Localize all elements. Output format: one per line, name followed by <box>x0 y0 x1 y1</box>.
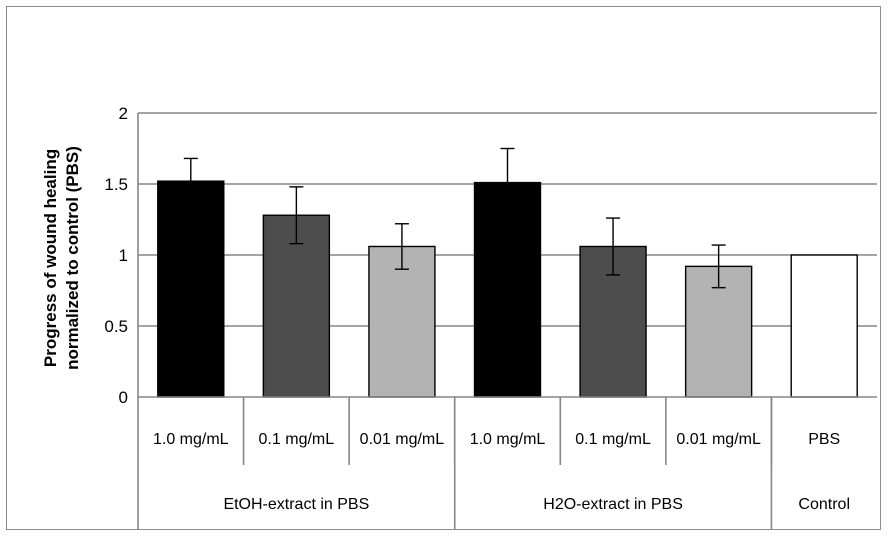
y-axis-label-line-1: Progress of wound healing <box>41 149 60 367</box>
bar <box>368 245 436 398</box>
category-label: 1.0 mg/mL <box>153 431 229 448</box>
y-tick-label: 2 <box>119 104 128 123</box>
bar <box>790 254 858 398</box>
y-tick-label: 0.5 <box>104 317 128 336</box>
error-bar <box>289 186 304 245</box>
y-tick-labels: 0 0.5 1 1.5 2 <box>104 104 128 407</box>
category-label: 1.0 mg/mL <box>470 431 546 448</box>
y-tick-label: 1 <box>119 246 128 265</box>
group-label: Control <box>798 496 850 513</box>
category-label: 0.1 mg/mL <box>575 431 651 448</box>
error-bars <box>183 147 726 289</box>
y-axis-label-line-2: normalized to control (PBS) <box>63 146 82 370</box>
category-label: 0.01 mg/mL <box>676 431 761 448</box>
y-tick-label: 0 <box>119 388 128 407</box>
bar <box>262 214 331 398</box>
error-bar <box>711 244 726 289</box>
axes <box>137 113 877 530</box>
category-labels: 1.0 mg/mL 0.1 mg/mL 0.01 mg/mL 1.0 mg/mL 0.1… <box>153 431 840 448</box>
error-bar <box>500 147 515 218</box>
error-bar <box>394 223 409 270</box>
category-label: 0.1 mg/mL <box>259 431 335 448</box>
error-bar <box>606 217 621 276</box>
bar <box>473 181 542 398</box>
category-label: 0.01 mg/mL <box>360 431 445 448</box>
group-label: H2O-extract in PBS <box>543 496 683 513</box>
y-tick-label: 1.5 <box>104 175 128 194</box>
category-label: PBS <box>808 431 840 448</box>
bar <box>157 180 225 398</box>
group-label: EtOH-extract in PBS <box>223 496 369 513</box>
group-labels: EtOH-extract in PBS H2O-extract in PBS Con… <box>223 496 850 513</box>
error-bar <box>183 157 198 205</box>
